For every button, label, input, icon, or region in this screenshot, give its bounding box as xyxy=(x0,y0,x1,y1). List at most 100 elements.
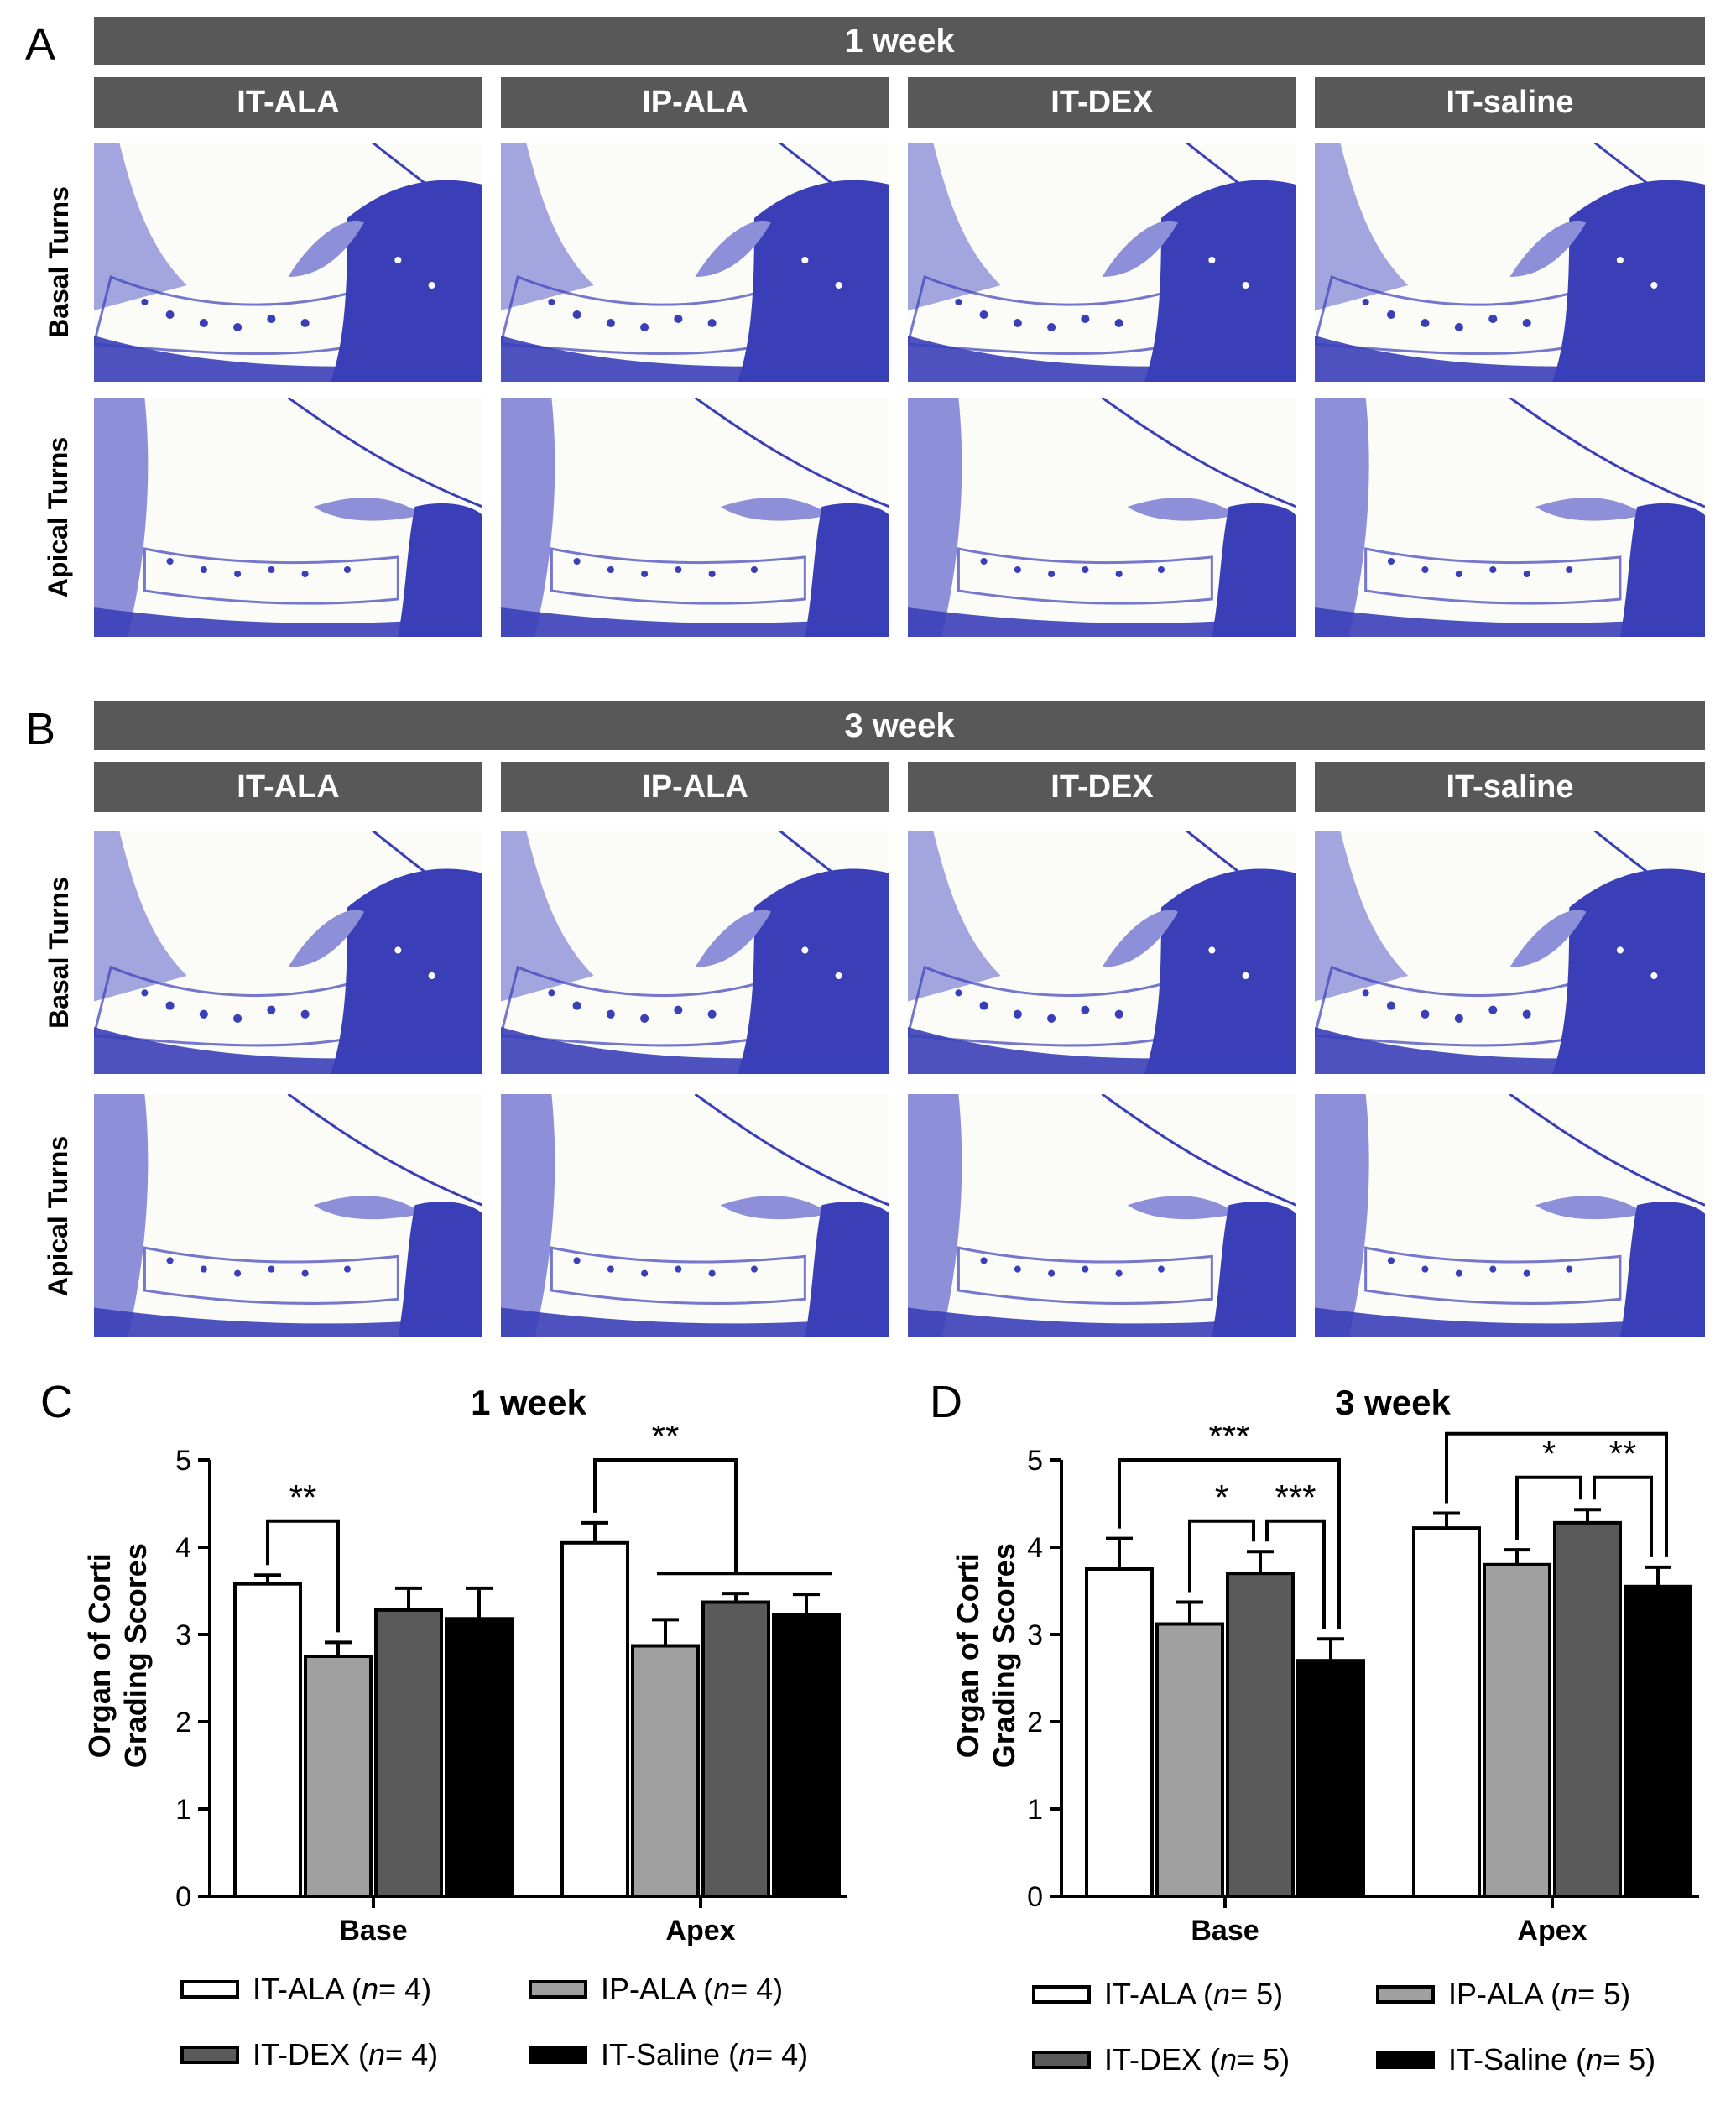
panel-b-row-apical-text: Apical Turns xyxy=(43,1135,74,1296)
legend-label-n: n xyxy=(713,1972,731,2006)
micrograph-b-basal-it-dex xyxy=(908,831,1296,1074)
panel-a-col-ip-ala: IP-ALA xyxy=(501,77,889,128)
panel-b-col-it-saline: IT-saline xyxy=(1315,762,1705,812)
y-tick-label: 0 xyxy=(175,1881,191,1913)
significance-label: *** xyxy=(1208,1426,1249,1456)
legend-d-it-dex: IT-DEX (n = 5) xyxy=(1032,2042,1290,2077)
chart-c: 0 1 2 3 4 5 Base Apex ** ** xyxy=(175,1426,847,1947)
y-tick-label: 5 xyxy=(1027,1445,1043,1477)
panel-a-row-apical: Apical Turns xyxy=(34,398,84,637)
panel-a-col-it-dex: IT-DEX xyxy=(908,77,1296,128)
significance-bracket xyxy=(1593,1475,1653,1557)
legend-label-suffix: = 5) xyxy=(1603,2042,1656,2077)
significance-bracket xyxy=(266,1519,340,1633)
panel-letter-c: C xyxy=(40,1377,73,1427)
y-tick-label: 3 xyxy=(1027,1619,1043,1651)
significance-label: ** xyxy=(652,1426,680,1456)
y-tick-label: 4 xyxy=(1027,1532,1043,1564)
panel-b-title: 3 week xyxy=(94,701,1705,750)
legend-label-prefix: IT-DEX ( xyxy=(1104,2042,1221,2077)
bar-it-dex-base xyxy=(1226,1572,1295,1898)
bar-ip-ala-apex xyxy=(1483,1562,1551,1899)
y-tick-label: 1 xyxy=(175,1794,191,1826)
panel-b-row-apical: Apical Turns xyxy=(34,1094,84,1337)
legend-label-prefix: IP-ALA ( xyxy=(601,1972,714,2006)
bar-it-ala-apex xyxy=(1412,1526,1481,1899)
legend-swatch xyxy=(180,1980,239,1999)
legend-c-it-dex: IT-DEX (n = 4) xyxy=(180,2037,438,2072)
legend-swatch xyxy=(1376,2051,1435,2069)
legend-label-prefix: IT-ALA ( xyxy=(253,1972,362,2006)
panel-letter-b: B xyxy=(25,704,56,754)
micrograph-b-apical-it-saline xyxy=(1315,1094,1705,1337)
panel-a-col-it-ala: IT-ALA xyxy=(94,77,482,128)
panel-a-col-it-saline: IT-saline xyxy=(1315,77,1705,128)
chart-d-ylabel-line1: Organ of Corti xyxy=(950,1553,985,1759)
x-tick-label: Base xyxy=(1191,1915,1259,1947)
micrograph-a-apical-it-dex xyxy=(908,398,1296,637)
y-tick-label: 3 xyxy=(175,1619,191,1651)
legend-label-prefix: IT-Saline ( xyxy=(1448,2042,1587,2077)
bar-ip-ala-apex xyxy=(631,1644,700,1898)
significance-bracket xyxy=(1188,1519,1255,1593)
chart-c-title: 1 week xyxy=(471,1383,586,1422)
panel-b-col-ip-ala: IP-ALA xyxy=(501,762,889,812)
legend-label-suffix: = 4) xyxy=(378,1972,432,2006)
significance-bracket xyxy=(1265,1519,1326,1629)
legend-swatch xyxy=(1032,1985,1091,2004)
bar-it-dex-apex xyxy=(1553,1520,1622,1898)
y-tick-label: 2 xyxy=(175,1707,191,1738)
panel-letter-a: A xyxy=(25,19,56,70)
legend-label-prefix: IT-ALA ( xyxy=(1104,1977,1214,2011)
bar-it-saline-apex xyxy=(1624,1584,1692,1899)
micrograph-a-apical-it-ala xyxy=(94,398,482,637)
significance-bracket xyxy=(1515,1475,1582,1540)
legend-label-n: n xyxy=(1561,1977,1578,2011)
significance-label: *** xyxy=(1275,1478,1316,1517)
legend-label-suffix: = 5) xyxy=(1230,1977,1284,2011)
legend-swatch xyxy=(180,2046,239,2064)
y-tick-label: 1 xyxy=(1027,1794,1043,1826)
significance-label: ** xyxy=(289,1478,317,1517)
y-tick-label: 2 xyxy=(1027,1707,1043,1738)
significance-label: ** xyxy=(1543,1426,1571,1430)
panel-b-row-basal: Basal Turns xyxy=(34,831,84,1074)
legend-swatch xyxy=(529,1980,587,1999)
panel-a-row-basal-text: Basal Turns xyxy=(43,186,74,338)
legend-label-n: n xyxy=(1586,2042,1603,2077)
legend-d-ip-ala: IP-ALA (n = 5) xyxy=(1376,1977,1630,2012)
y-tick-label: 4 xyxy=(175,1532,191,1564)
y-tick-label: 0 xyxy=(1027,1881,1043,1913)
legend-c-it-saline: IT-Saline (n = 4) xyxy=(529,2037,808,2072)
legend-label-suffix: = 5) xyxy=(1577,1977,1631,2011)
x-tick-label: Apex xyxy=(665,1915,735,1947)
panel-b-col-it-ala: IT-ALA xyxy=(94,762,482,812)
legend-swatch xyxy=(1376,1985,1435,2004)
micrograph-b-basal-ip-ala xyxy=(501,831,889,1074)
legend-c-ip-ala: IP-ALA (n = 4) xyxy=(529,1972,783,2007)
legend-c-it-ala: IT-ALA (n = 4) xyxy=(180,1972,431,2007)
panel-a-title: 1 week xyxy=(94,17,1705,65)
micrograph-a-basal-it-dex xyxy=(908,143,1296,382)
legend-label-n: n xyxy=(738,2037,756,2072)
significance-label: * xyxy=(1542,1434,1556,1473)
micrograph-a-basal-it-saline xyxy=(1315,143,1705,382)
significance-label: * xyxy=(1215,1478,1228,1517)
bar-ip-ala-base xyxy=(304,1655,373,1898)
significance-bracket xyxy=(593,1458,738,1574)
x-tick-label: Apex xyxy=(1517,1915,1587,1947)
bar-it-saline-apex xyxy=(772,1613,841,1899)
legend-label-suffix: = 5) xyxy=(1237,2042,1290,2077)
significance-bracket xyxy=(1445,1431,1668,1557)
panel-b-row-basal-text: Basal Turns xyxy=(43,876,74,1029)
panel-b-col-it-dex: IT-DEX xyxy=(908,762,1296,812)
legend-label-prefix: IP-ALA ( xyxy=(1448,1977,1561,2011)
legend-d-it-saline: IT-Saline (n = 5) xyxy=(1376,2042,1655,2077)
legend-label-suffix: = 4) xyxy=(755,2037,809,2072)
legend-d-it-ala: IT-ALA (n = 5) xyxy=(1032,1977,1283,2012)
x-tick-label: Base xyxy=(339,1915,407,1947)
legend-label-prefix: IT-Saline ( xyxy=(601,2037,739,2072)
significance-label: ** xyxy=(1609,1434,1637,1473)
chart-c-ylabel-line1: Organ of Corti xyxy=(81,1553,117,1759)
micrograph-a-apical-it-saline xyxy=(1315,398,1705,637)
